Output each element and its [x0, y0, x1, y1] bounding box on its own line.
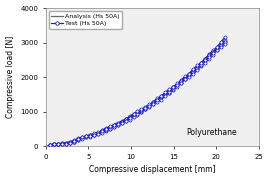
- Text: Polyurethane: Polyurethane: [186, 128, 237, 137]
- Y-axis label: Compressive load [N]: Compressive load [N]: [6, 36, 15, 118]
- X-axis label: Compressive displacement [mm]: Compressive displacement [mm]: [89, 165, 216, 174]
- Legend: Analysis (Hs 50A), Test (Hs 50A): Analysis (Hs 50A), Test (Hs 50A): [49, 11, 122, 29]
